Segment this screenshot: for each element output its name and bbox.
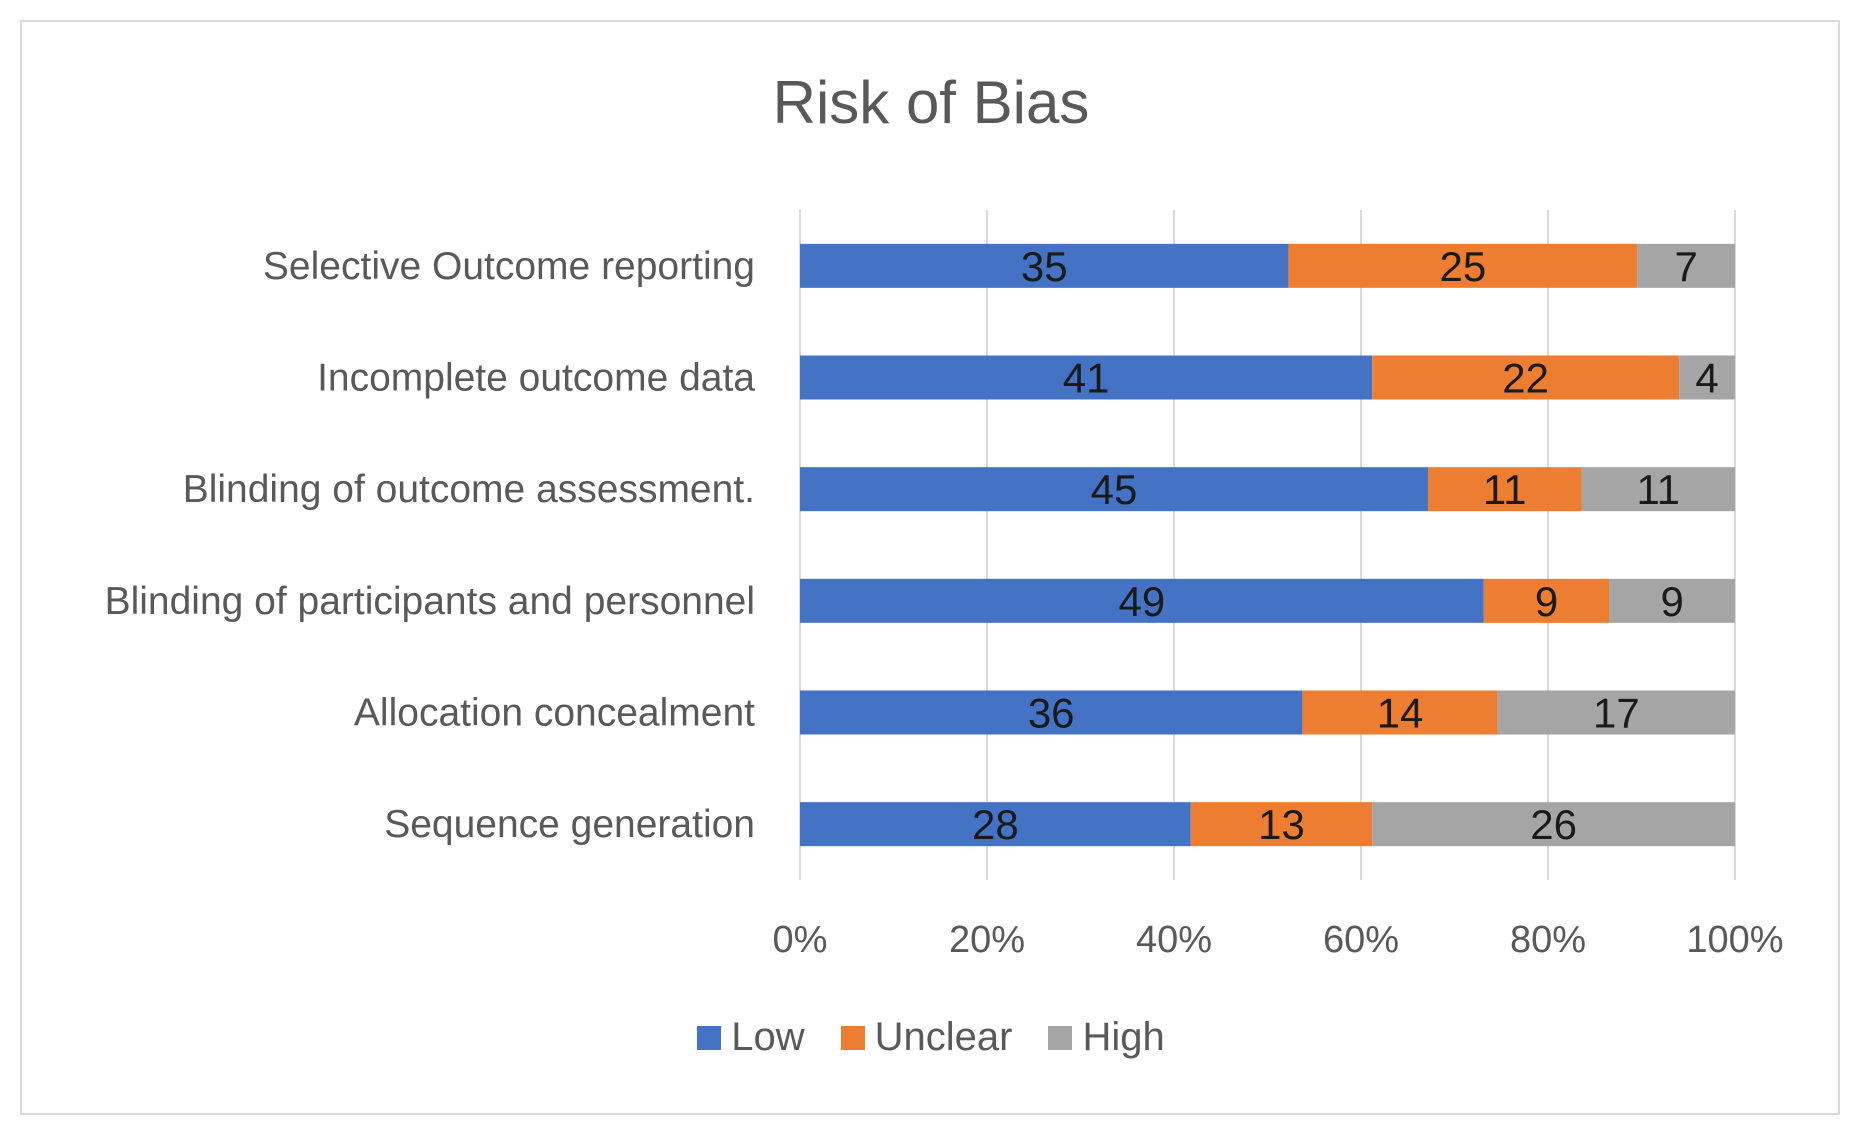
x-tick-label: 40% — [1136, 919, 1212, 961]
category-label: Selective Outcome reporting — [263, 245, 755, 288]
bar-segment-high — [1637, 243, 1735, 288]
chart-legend: Low Unclear High — [0, 1015, 1862, 1060]
data-label: 9 — [1535, 578, 1558, 625]
x-tick-label: 80% — [1510, 919, 1586, 961]
data-label: 28 — [972, 801, 1019, 848]
bar-segment-high — [1679, 355, 1735, 400]
category-label: Blinding of participants and personnel — [105, 580, 755, 623]
legend-swatch — [1048, 1025, 1073, 1050]
legend-swatch — [697, 1025, 722, 1050]
data-label: 7 — [1674, 243, 1697, 290]
data-label: 11 — [1636, 466, 1680, 513]
category-label: Incomplete outcome data — [317, 357, 755, 400]
data-label: 35 — [1021, 243, 1068, 290]
bar-segment-low — [800, 467, 1428, 512]
data-label: 22 — [1502, 355, 1549, 402]
bar-segment-high — [1372, 802, 1735, 847]
data-label: 14 — [1377, 690, 1424, 737]
legend-swatch — [840, 1025, 865, 1050]
legend-item-unclear: Unclear — [840, 1015, 1013, 1060]
bar-segment-low — [800, 355, 1373, 400]
legend-label: High — [1082, 1015, 1165, 1059]
category-label: Blinding of outcome assessment. — [183, 468, 755, 511]
data-label: 41 — [1063, 355, 1110, 402]
data-label: 45 — [1091, 466, 1138, 513]
data-label: 11 — [1483, 466, 1527, 513]
bar-segment-unclear — [1190, 802, 1373, 847]
legend-label: Unclear — [874, 1015, 1013, 1059]
bar-segment-unclear — [1288, 243, 1638, 288]
bar-segment-unclear — [1302, 690, 1498, 735]
data-label: 9 — [1661, 578, 1684, 625]
x-tick-label: 0% — [773, 919, 828, 961]
chart-title: Risk of Bias — [772, 69, 1090, 136]
data-label: 13 — [1258, 801, 1305, 848]
bar-segment-unclear — [1372, 355, 1680, 400]
bar-segment-low — [800, 802, 1191, 847]
data-label: 49 — [1119, 578, 1166, 625]
data-label: 36 — [1028, 690, 1075, 737]
category-label: Allocation concealment — [354, 692, 755, 735]
x-tick-label: 100% — [1686, 919, 1783, 961]
bar-segment-low — [800, 578, 1484, 623]
data-label: 4 — [1695, 355, 1718, 402]
x-tick-label: 60% — [1323, 919, 1399, 961]
bar-segment-high — [1497, 690, 1735, 735]
bar-segment-unclear — [1483, 578, 1610, 623]
legend-item-high: High — [1048, 1015, 1165, 1060]
x-tick-label: 20% — [949, 919, 1025, 961]
data-label: 17 — [1593, 690, 1640, 737]
legend-item-low: Low — [697, 1015, 805, 1060]
bar-segment-low — [800, 243, 1289, 288]
chart-frame — [20, 20, 1840, 1115]
bar-segment-high — [1609, 578, 1735, 623]
bar-segment-unclear — [1427, 467, 1582, 512]
category-label: Sequence generation — [384, 803, 755, 846]
data-label: 25 — [1440, 243, 1487, 290]
data-label: 26 — [1530, 801, 1577, 848]
bar-segment-high — [1581, 467, 1735, 512]
bar-segment-low — [800, 690, 1303, 735]
legend-label: Low — [731, 1015, 805, 1059]
